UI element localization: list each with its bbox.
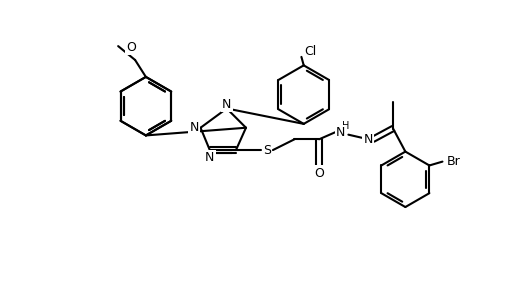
Text: O: O [126, 41, 136, 54]
Text: N: N [335, 126, 345, 139]
Text: Cl: Cl [304, 45, 316, 58]
Text: N: N [363, 133, 373, 146]
Text: H: H [341, 121, 348, 131]
Text: O: O [314, 167, 323, 180]
Text: Br: Br [445, 155, 459, 168]
Text: N: N [221, 98, 231, 111]
Text: N: N [205, 151, 214, 164]
Text: N: N [189, 121, 199, 134]
Text: S: S [262, 143, 270, 157]
